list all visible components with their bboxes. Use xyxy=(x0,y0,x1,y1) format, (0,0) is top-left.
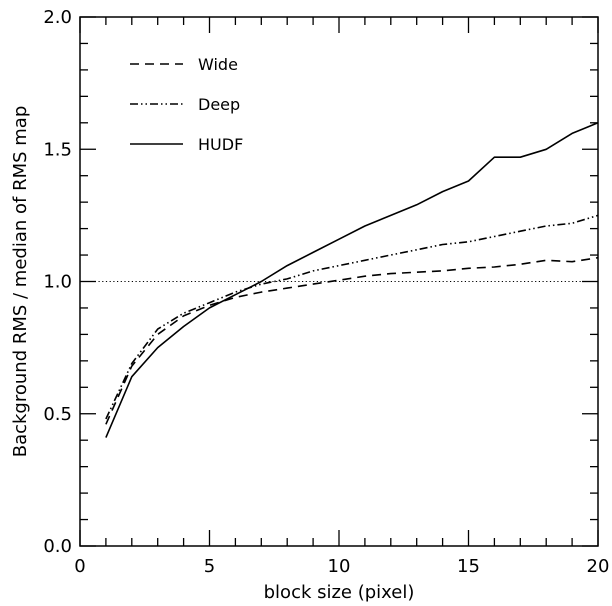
y-tick-label: 0.0 xyxy=(43,536,72,557)
legend-label-hudf: HUDF xyxy=(198,135,243,154)
legend-label-wide: Wide xyxy=(198,55,238,74)
x-axis-title: block size (pixel) xyxy=(264,582,415,603)
y-tick-label: 1.0 xyxy=(43,272,72,293)
x-tick-label: 10 xyxy=(328,556,351,577)
series-layer xyxy=(106,123,598,438)
y-tick-label: 0.5 xyxy=(43,404,72,425)
series-line-wide xyxy=(106,258,598,425)
x-tick-label: 0 xyxy=(74,556,85,577)
y-axis-title: Background RMS / median of RMS map xyxy=(10,106,31,458)
axis-ticks: 0 5 10 15 20 0.0 0.5 1.0 1.5 2.0 xyxy=(43,7,609,577)
series-line-hudf xyxy=(106,123,598,438)
x-tick-label: 15 xyxy=(457,556,480,577)
legend-label-deep: Deep xyxy=(198,95,240,114)
legend: Wide Deep HUDF xyxy=(130,55,243,154)
y-tick-label: 1.5 xyxy=(43,139,72,160)
y-tick-label: 2.0 xyxy=(43,7,72,28)
x-tick-label: 5 xyxy=(204,556,215,577)
x-tick-label: 20 xyxy=(587,556,610,577)
series-line-deep xyxy=(106,215,598,419)
